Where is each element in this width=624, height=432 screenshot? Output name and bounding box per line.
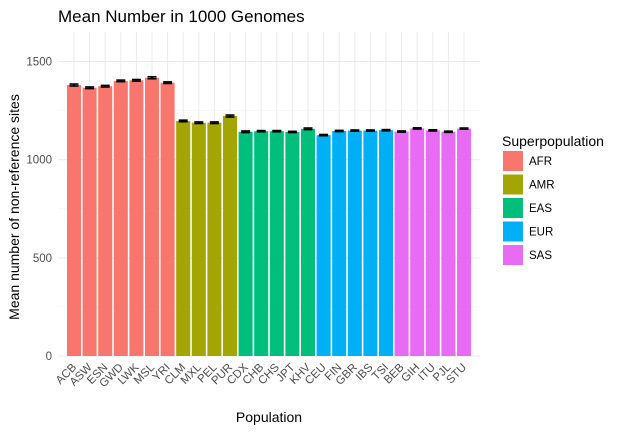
error-bar-ceu (319, 133, 329, 137)
error-bar-pjl (443, 130, 453, 134)
bar-acb (66, 85, 82, 356)
error-bar-ibs (365, 129, 375, 132)
legend-item-sas: SAS (503, 245, 552, 265)
error-bar-gbr (350, 129, 360, 132)
y-axis-title: Mean number of non-reference sites (6, 94, 22, 320)
bar-cdx (238, 131, 253, 356)
legend-swatch (503, 245, 523, 265)
error-bar-chs (272, 129, 282, 133)
error-bar-beb (397, 130, 407, 133)
bar-chs (269, 131, 284, 356)
error-bar-fin (334, 129, 344, 133)
error-bar-tsi (381, 128, 391, 132)
y-tick-label: 1500 (26, 56, 52, 68)
bar-fin (332, 130, 347, 356)
bar-tsi (378, 130, 394, 356)
legend-item-eas: EAS (503, 198, 552, 218)
bar-msl (144, 77, 160, 357)
x-axis-ticks: ACBASWESNGWDLWKMSLYRICLMMXLPELPURCDXCHBC… (54, 361, 469, 390)
bar-pjl (441, 131, 456, 356)
bar-mxl (191, 122, 206, 356)
bar-beb (394, 131, 409, 356)
legend-swatch (503, 151, 523, 171)
y-tick-label: 1000 (26, 155, 52, 167)
bar-ceu (316, 135, 331, 356)
bar-chb (254, 131, 269, 356)
error-bar-esn (100, 84, 110, 88)
legend-swatch (503, 198, 523, 218)
legend-item-afr: AFR (503, 151, 552, 171)
legend-label: AFR (529, 156, 552, 168)
bar-gih (410, 128, 425, 356)
bar-gwd (113, 80, 128, 357)
bar-asw (82, 87, 97, 356)
y-axis-ticks: 0 500 1000 1500 (26, 56, 52, 363)
bars (66, 77, 472, 357)
y-tick-label: 500 (33, 253, 52, 265)
error-bar-mxl (194, 121, 204, 125)
error-bar-pur (225, 114, 235, 118)
legend-label: AMR (529, 180, 555, 192)
legend-label: EUR (529, 227, 553, 239)
bar-itu (425, 130, 440, 356)
error-bar-jpt (287, 130, 297, 134)
legend-swatch (503, 221, 523, 242)
error-bar-pel (209, 121, 219, 125)
error-bar-gih (412, 127, 422, 130)
error-bar-acb (69, 83, 79, 87)
legend-title: Superpopulation (502, 133, 604, 149)
error-bar-clm (178, 119, 188, 123)
legend-label: SAS (529, 250, 552, 262)
legend: Superpopulation AFR AMR EAS EUR SAS (502, 133, 604, 265)
error-bar-gwd (116, 79, 126, 83)
bar-yri (160, 82, 175, 357)
error-bar-lwk (131, 78, 141, 82)
bar-khv (300, 128, 316, 356)
error-bars (69, 75, 469, 137)
bar-lwk (129, 80, 144, 357)
error-bar-khv (303, 127, 313, 131)
bar-pel (207, 122, 222, 356)
error-bar-msl (147, 75, 157, 80)
error-bar-asw (85, 86, 95, 90)
chart-title: Mean Number in 1000 Genomes (58, 7, 305, 26)
bar-ibs (363, 130, 378, 356)
legend-swatch (503, 174, 523, 195)
x-axis-title: Population (236, 409, 302, 425)
bar-jpt (285, 131, 300, 356)
bar-stu (456, 128, 472, 356)
error-bar-itu (428, 128, 438, 132)
y-tick-label: 0 (46, 351, 52, 363)
legend-item-eur: EUR (503, 221, 553, 242)
error-bar-chb (256, 129, 266, 133)
error-bar-yri (163, 81, 173, 85)
legend-item-amr: AMR (503, 174, 555, 195)
legend-label: EAS (529, 203, 552, 215)
bar-gbr (347, 130, 362, 356)
bar-pur (222, 116, 238, 356)
bar-clm (176, 120, 191, 356)
error-bar-stu (459, 127, 469, 130)
bar-esn (98, 86, 113, 357)
error-bar-cdx (241, 130, 251, 134)
